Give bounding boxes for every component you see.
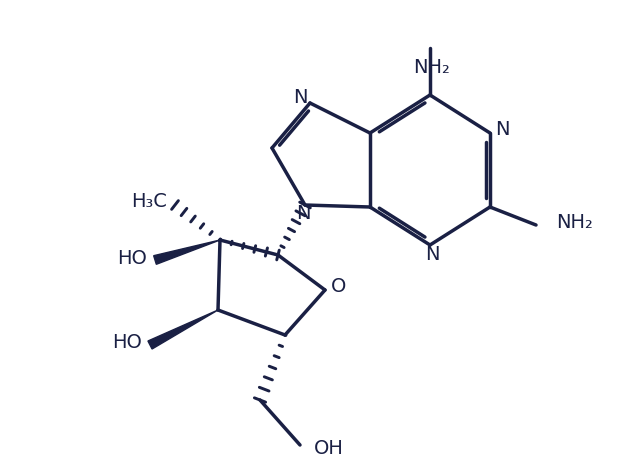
- Text: HO: HO: [117, 249, 147, 267]
- Text: N: N: [495, 119, 509, 139]
- Text: OH: OH: [314, 439, 344, 459]
- Text: HO: HO: [112, 334, 142, 352]
- Text: H₃C: H₃C: [131, 191, 167, 211]
- Polygon shape: [154, 240, 220, 264]
- Text: N: N: [296, 204, 310, 222]
- Polygon shape: [148, 310, 218, 349]
- Text: NH₂: NH₂: [556, 212, 593, 232]
- Text: N: N: [425, 245, 439, 265]
- Text: N: N: [292, 87, 307, 107]
- Text: O: O: [332, 276, 347, 296]
- Text: NH₂: NH₂: [413, 58, 451, 77]
